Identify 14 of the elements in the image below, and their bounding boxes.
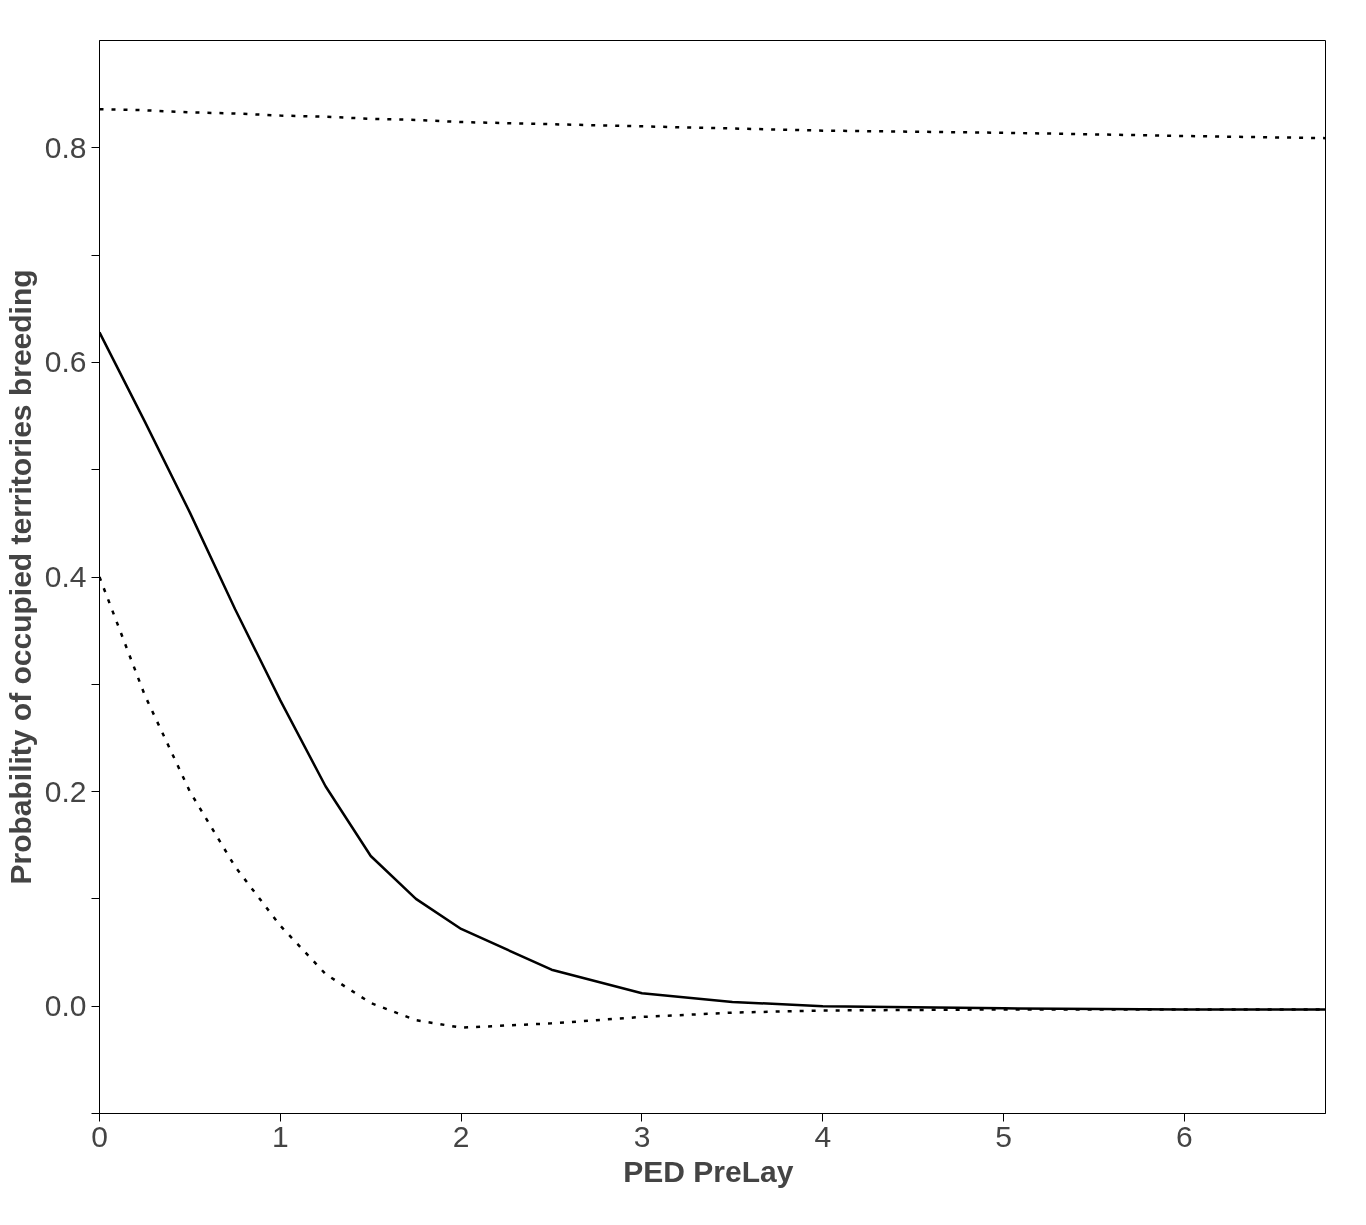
y-tick-label: 0.4	[44, 560, 87, 593]
y-tick-label: 0.8	[44, 130, 87, 164]
y-tick-label: 0.6	[44, 345, 87, 379]
x-tick-label: 5	[995, 1119, 1012, 1153]
x-tick-label: 2	[452, 1119, 470, 1153]
y-axis-title: Probability of occupied territories breeding	[3, 269, 37, 885]
x-tick-label: 6	[1176, 1119, 1193, 1153]
x-tick-label: 3	[633, 1119, 651, 1153]
x-tick-label: 0	[91, 1119, 108, 1153]
x-tick-label: 1	[271, 1119, 289, 1153]
y-tick-label: 0.2	[44, 774, 87, 808]
text: 0.0	[44, 989, 87, 1023]
x-tick-label: 4	[814, 1119, 832, 1153]
x-axis-title: PED PreLay	[623, 1154, 794, 1188]
